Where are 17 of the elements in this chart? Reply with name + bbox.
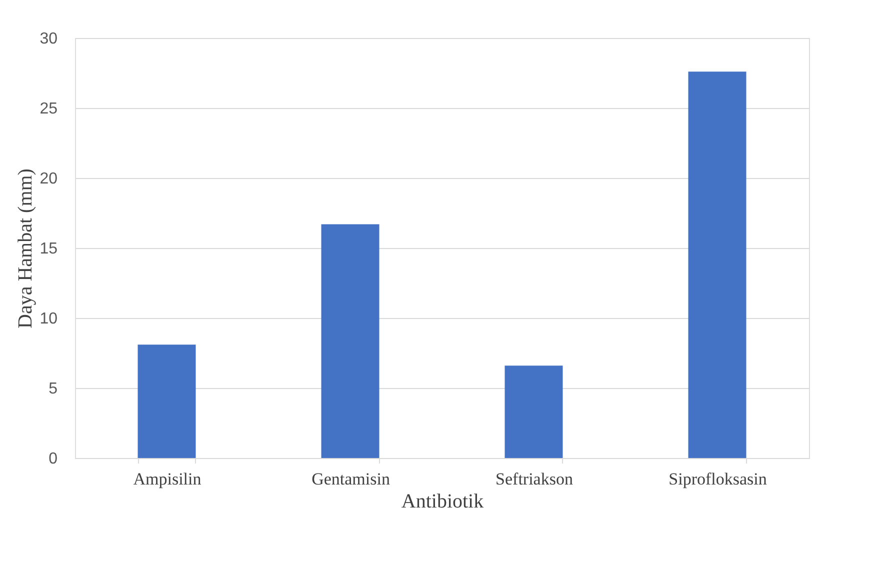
y-tick-label: 10 <box>40 310 58 328</box>
y-tick-label: 20 <box>40 170 58 188</box>
x-tick-label: Siprofloksasin <box>668 470 768 488</box>
y-tick-label: 30 <box>40 30 58 48</box>
y-axis-title: Daya Hambat (mm) <box>14 168 37 328</box>
bar <box>138 344 196 458</box>
y-tick-label: 0 <box>48 450 58 468</box>
x-axis-title: Antibiotik <box>401 490 484 512</box>
bar <box>688 72 746 458</box>
y-tick-label: 15 <box>40 240 58 258</box>
y-tick-label: 25 <box>40 100 58 118</box>
x-tick-label: Seftriakson <box>496 470 574 488</box>
y-tick-label: 5 <box>48 380 58 398</box>
bar <box>504 366 563 458</box>
bar <box>321 224 380 458</box>
x-tick-label: Ampisilin <box>133 470 202 488</box>
x-tick-label: Gentamisin <box>312 470 390 488</box>
